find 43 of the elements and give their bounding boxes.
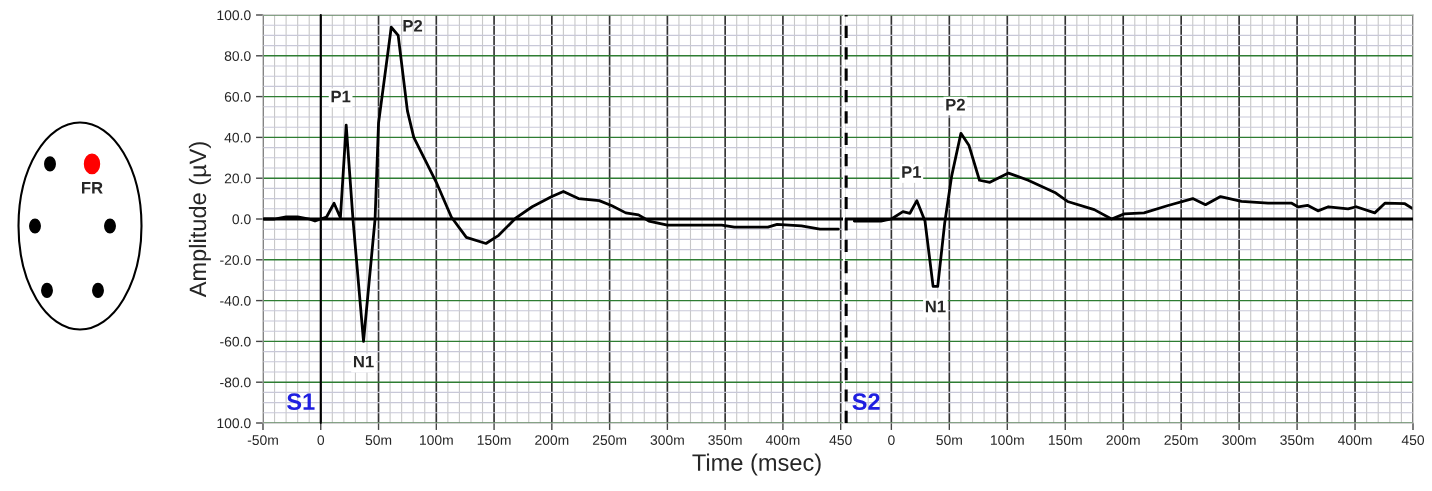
- text: FR: [82, 182, 103, 194]
- x-tick-label: 200m: [1106, 435, 1140, 446]
- x-tick-label: 250m: [1164, 435, 1198, 446]
- annotation: P1: [331, 90, 351, 103]
- y-tick-label: 100.0: [217, 10, 251, 21]
- x-tick-label: 250m: [592, 435, 627, 446]
- annotation: P1: [902, 166, 922, 178]
- x-axis-title: Time (msec): [692, 453, 821, 476]
- x-tick-label: 300m: [650, 435, 684, 446]
- x-tick-label: 400m: [765, 435, 800, 446]
- x-tick-label: 100m: [990, 435, 1024, 446]
- x-tick-label: 0: [888, 435, 895, 446]
- y-axis-title: Amplitude (µV): [188, 142, 211, 298]
- y-tick-label: -80.0: [220, 377, 251, 388]
- y-tick-label: 0.0: [232, 214, 251, 225]
- x-tick-label: 350m: [708, 435, 742, 446]
- y-tick-label: 60.0: [224, 91, 251, 102]
- y-tick-label: 100.0: [217, 418, 251, 429]
- y-tick-label: -60.0: [220, 336, 251, 347]
- ref-line-label: S1: [287, 393, 315, 410]
- y-tick-label: 40.0: [224, 132, 251, 143]
- y-tick-label: -20.0: [220, 255, 251, 265]
- annotation: N1: [925, 300, 946, 313]
- x-tick-label: 200m: [535, 435, 569, 446]
- y-tick-label: 20.0: [224, 173, 251, 184]
- ref-line-label: S2: [852, 393, 880, 410]
- x-tick-label: 450: [1401, 435, 1425, 446]
- x-tick-label: 0: [317, 435, 325, 446]
- annotation: P2: [946, 98, 965, 111]
- annotation: N1: [353, 355, 374, 368]
- x-tick-label: 450: [829, 435, 852, 446]
- y-tick-label: 80.0: [224, 51, 251, 61]
- x-tick-label: 150m: [477, 435, 511, 446]
- x-tick-label: -50m: [247, 435, 278, 446]
- x-tick-label: 50m: [936, 435, 962, 446]
- x-tick-label: 350m: [1280, 435, 1314, 446]
- x-tick-label: 50m: [365, 435, 392, 446]
- x-tick-label: 100m: [420, 435, 453, 446]
- x-tick-label: 300m: [1222, 435, 1256, 446]
- x-tick-label: 400m: [1337, 435, 1372, 446]
- x-tick-label: 150m: [1048, 435, 1082, 446]
- y-tick-label: -40.0: [220, 295, 251, 306]
- annotation: P2: [403, 19, 423, 32]
